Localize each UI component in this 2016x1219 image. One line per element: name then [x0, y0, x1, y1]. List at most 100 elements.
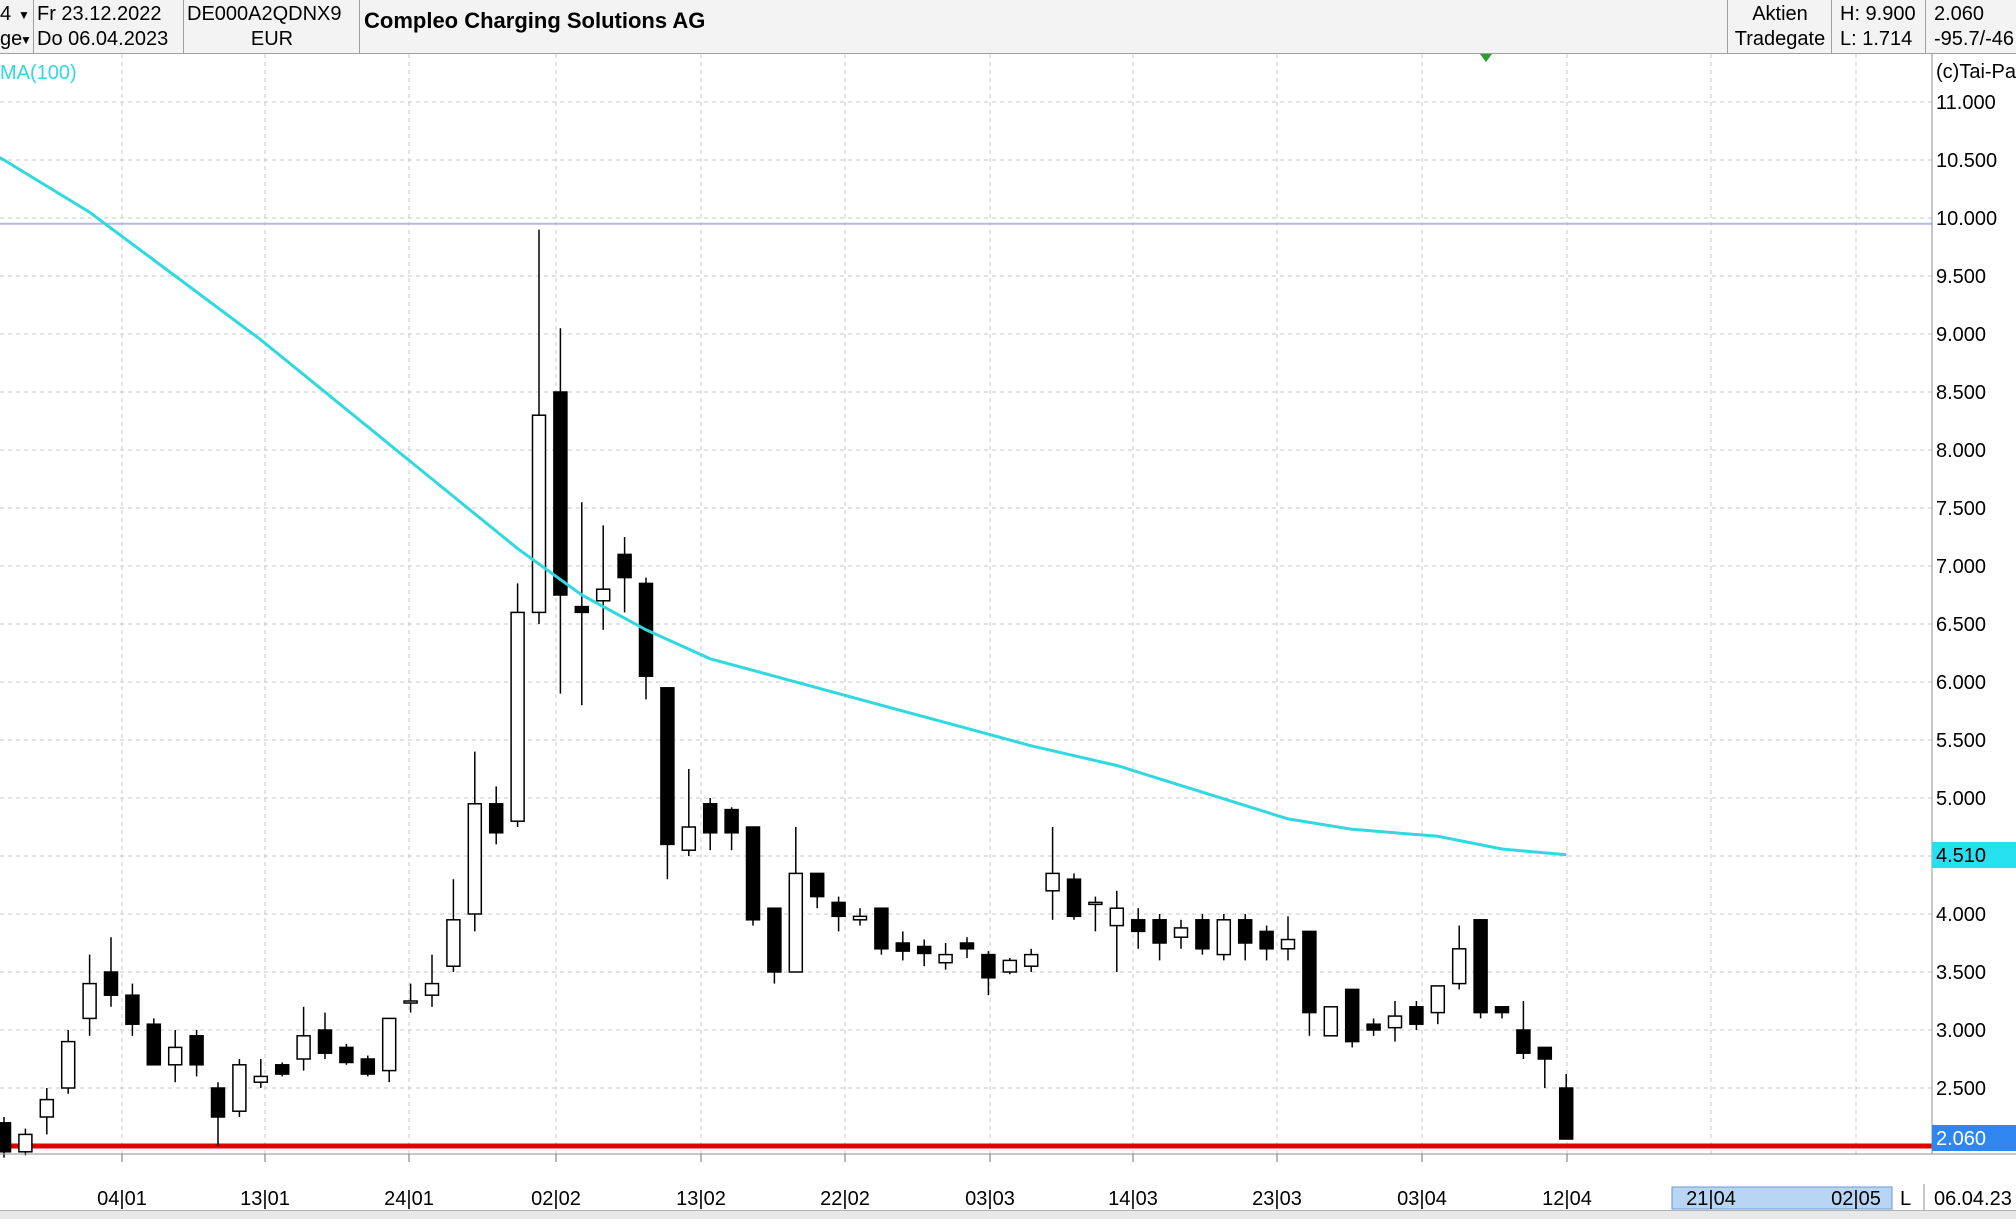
candle: [1558, 1074, 1574, 1140]
candle-body-up: [60, 1040, 76, 1089]
y-tick-label: 5.500: [1936, 730, 1986, 752]
chevron-down-icon[interactable]: ▼: [18, 8, 30, 22]
from-date[interactable]: Fr 23.12.2022: [37, 3, 162, 25]
candle: [189, 1030, 204, 1077]
candle: [1323, 1006, 1339, 1037]
y-tick-label: 7.000: [1936, 556, 1986, 578]
y-tick-label: 2.500: [1936, 1078, 1986, 1100]
candle-body-down: [360, 1058, 376, 1075]
y-tick-label: 8.000: [1936, 440, 1986, 462]
candle: [1366, 1018, 1381, 1036]
candle: [381, 1017, 397, 1083]
x-tick-label: 23|03: [1252, 1188, 1302, 1210]
candle-body-up: [595, 588, 611, 602]
candle-body-down: [1259, 930, 1274, 950]
candle-body-down: [274, 1064, 290, 1075]
candle: [1473, 919, 1488, 1019]
x-tick-label: 03|04: [1397, 1188, 1447, 1210]
candle: [1430, 985, 1446, 1025]
candlestick-chart[interactable]: MA(100) (c)Tai-Pa 2.5003.0003.5004.0004.…: [0, 54, 2016, 1210]
candle-body-down: [574, 605, 590, 614]
candle: [702, 798, 718, 851]
candle-body-up: [296, 1035, 311, 1060]
candle-body-up: [403, 1000, 418, 1004]
candle-body-down: [317, 1029, 333, 1054]
x-tick-label: 04|01: [97, 1188, 147, 1210]
candle-body-up: [1323, 1006, 1339, 1037]
candle: [660, 687, 675, 880]
candle-body-up: [681, 826, 697, 851]
price-tags: 4.510 2.060: [1932, 842, 2016, 1151]
instrument-name: Compleo Charging Solutions AG: [364, 8, 706, 33]
asset-class: Aktien: [1752, 3, 1808, 25]
candle: [1280, 916, 1296, 961]
candle: [874, 907, 889, 955]
candle-body-down: [809, 872, 825, 898]
ma-value-tag: [1932, 842, 2016, 868]
candle: [167, 1030, 183, 1083]
candle: [82, 954, 97, 1036]
candle: [253, 1059, 269, 1088]
candle-body-up: [1002, 959, 1018, 973]
candle-body-down: [1302, 930, 1317, 1014]
x-axis: L 06.04.23: [0, 1153, 2016, 1210]
candle-body-down: [1152, 919, 1167, 944]
candle: [232, 1059, 247, 1117]
candles: [0, 229, 1574, 1158]
candle: [1109, 890, 1125, 972]
y-tick-label: 8.500: [1936, 382, 1986, 404]
chevron-down-icon[interactable]: ▼: [20, 33, 32, 47]
candle-body-down: [981, 953, 996, 979]
candle: [1302, 930, 1317, 1036]
venue: Tradegate: [1734, 28, 1826, 50]
candle: [1045, 827, 1060, 920]
candle-body-down: [210, 1087, 226, 1118]
candle: [1152, 914, 1167, 961]
instrument-title: Compleo Charging Solutions AG: [360, 0, 1728, 54]
candle: [852, 908, 868, 926]
last-price: 2.060: [1934, 3, 1985, 25]
candle: [767, 907, 782, 984]
candle-body-up: [424, 982, 440, 996]
date-range[interactable]: Fr 23.12.2022 Do 06.04.2023: [34, 0, 184, 54]
candle-body-up: [446, 919, 461, 967]
bottom-letter: L: [1900, 1188, 1911, 1210]
candle-body-down: [702, 803, 718, 834]
candle-body-up: [232, 1064, 247, 1112]
candle-body-up: [1451, 948, 1467, 985]
y-axis: (c)Tai-Pa: [1931, 54, 2016, 1154]
candle-body-down: [1066, 878, 1082, 918]
candle-body-down: [724, 808, 739, 834]
y-tick-label: 10.500: [1936, 150, 1997, 172]
candle: [1259, 925, 1274, 961]
candle: [981, 951, 996, 996]
range-scroller[interactable]: [1671, 1186, 1893, 1210]
to-date[interactable]: Do 06.04.2023: [37, 28, 169, 50]
candle: [553, 328, 568, 694]
candle: [1130, 908, 1146, 949]
candle: [103, 937, 119, 1007]
candle-body-up: [788, 872, 804, 973]
candle: [1023, 948, 1039, 972]
candle-body-up: [531, 414, 547, 614]
candle-body-down: [103, 971, 119, 996]
candle: [1451, 925, 1467, 990]
candle-body-down: [916, 945, 932, 955]
candle-body-down: [1195, 919, 1210, 950]
candle-body-down: [125, 994, 140, 1025]
x-tick-label: 02|02: [531, 1188, 581, 1210]
high-value: H: 9.900: [1840, 3, 1916, 25]
x-tick-label: 12|04: [1542, 1188, 1592, 1210]
instrument-id: DE000A2QDNX9 EUR: [184, 0, 360, 54]
candle: [424, 954, 440, 1007]
candle-body-down: [1344, 988, 1360, 1043]
candle: [0, 1117, 12, 1158]
isin: DE000A2QDNX9: [187, 3, 342, 25]
period-selector[interactable]: 4 ▼ ge ▼: [0, 0, 34, 54]
y-tick-label: 6.000: [1936, 672, 1986, 694]
candle-body-down: [874, 907, 889, 950]
candle: [938, 943, 953, 970]
future-tick-label: 21|04: [1686, 1188, 1736, 1210]
candle: [788, 827, 804, 973]
candle-body-down: [895, 942, 911, 952]
